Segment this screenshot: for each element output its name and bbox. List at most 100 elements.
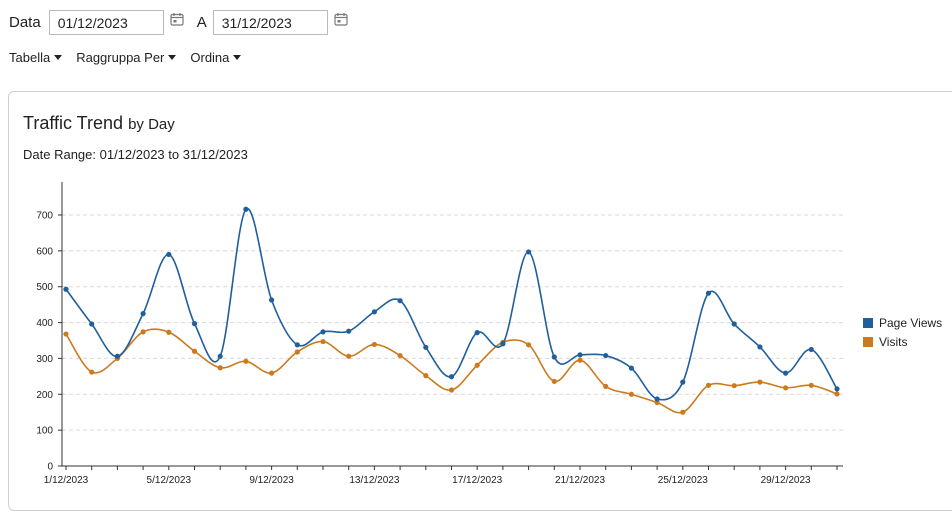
data-point-page-views — [114, 353, 120, 359]
data-point-page-views — [217, 353, 223, 359]
data-point-visits — [757, 379, 763, 385]
data-point-page-views — [397, 298, 403, 304]
series-line-visits — [65, 328, 838, 414]
date-filter-row: Data A — [9, 9, 348, 36]
toolbar-menus: Tabella Raggruppa Per Ordina — [9, 50, 255, 65]
y-tick-label: 700 — [36, 211, 53, 222]
data-point-page-views — [808, 346, 814, 353]
date-label: Data — [9, 14, 41, 31]
caret-down-icon — [168, 55, 177, 60]
data-point-visits — [551, 378, 557, 384]
chart-title-suffix: by Day — [128, 116, 175, 133]
data-point-page-views — [577, 352, 583, 358]
data-point-page-views — [423, 344, 429, 350]
data-point-visits — [834, 391, 840, 397]
data-point-visits — [191, 348, 198, 354]
data-point-visits — [603, 383, 609, 389]
legend-label-page-views: Page Views — [879, 316, 942, 330]
y-tick-label: 500 — [36, 282, 53, 293]
legend-swatch-visits — [863, 337, 873, 347]
y-tick-label: 300 — [36, 354, 53, 365]
data-point-visits — [423, 373, 429, 379]
data-point-visits — [680, 409, 686, 415]
x-tick-label: 25/12/2023 — [658, 475, 708, 486]
y-tick-label: 400 — [36, 318, 53, 329]
data-point-page-views — [680, 379, 686, 385]
data-point-page-views — [166, 251, 172, 258]
data-point-visits — [577, 357, 583, 363]
x-tick-label: 17/12/2023 — [452, 475, 502, 486]
y-tick-label: 600 — [36, 246, 53, 257]
data-point-page-views — [140, 311, 146, 317]
caret-down-icon — [233, 55, 242, 60]
data-point-visits — [705, 382, 712, 388]
data-point-visits — [89, 369, 95, 375]
data-point-page-views — [500, 341, 506, 347]
data-point-page-views — [269, 297, 275, 303]
data-point-visits — [294, 349, 300, 355]
menu-ordina[interactable]: Ordina — [190, 50, 242, 65]
chart-title-text: Traffic Trend — [23, 113, 124, 133]
data-point-visits — [783, 385, 789, 391]
data-point-visits — [371, 341, 377, 348]
data-point-visits — [243, 358, 249, 364]
data-point-page-views — [89, 321, 95, 327]
data-point-page-views — [757, 344, 763, 350]
data-point-visits — [448, 387, 455, 393]
x-tick-label: 1/12/2023 — [44, 475, 89, 486]
data-point-page-views — [705, 290, 712, 296]
data-point-visits — [217, 365, 223, 371]
data-point-page-views — [731, 321, 737, 327]
data-point-page-views — [834, 386, 840, 392]
data-point-visits — [140, 329, 146, 335]
data-point-page-views — [448, 374, 455, 380]
chart-panel — [8, 91, 952, 511]
legend-label-visits: Visits — [879, 335, 907, 349]
data-point-page-views — [63, 286, 69, 292]
menu-raggruppa-per[interactable]: Raggruppa Per — [76, 50, 177, 65]
traffic-trend-chart: 0 100 200 300 400 500 600 700 1/12/2023 5/12/2023… — [36, 182, 942, 486]
data-point-page-views — [294, 342, 300, 348]
x-tick-label: 21/12/2023 — [555, 475, 605, 486]
data-point-visits — [346, 353, 352, 359]
legend-swatch-page-views — [863, 318, 873, 328]
data-point-visits — [269, 370, 275, 376]
x-tick-label: 29/12/2023 — [761, 475, 811, 486]
data-point-page-views — [346, 328, 352, 334]
menu-label: Tabella — [9, 50, 51, 65]
data-point-visits — [808, 382, 814, 388]
data-point-page-views — [654, 396, 660, 402]
data-point-page-views — [191, 321, 198, 327]
y-tick-label: 100 — [36, 426, 53, 437]
x-tick-label: 9/12/2023 — [249, 475, 294, 486]
to-label: A — [196, 14, 207, 31]
y-tick-label: 0 — [47, 462, 53, 473]
data-point-page-views — [603, 352, 609, 359]
data-point-page-views — [371, 309, 377, 315]
data-point-visits — [526, 342, 532, 348]
chart-title: Traffic Trend by Day — [23, 113, 175, 134]
to-date-input[interactable] — [212, 10, 328, 35]
menu-label: Ordina — [190, 50, 230, 65]
from-date-input[interactable] — [48, 10, 164, 35]
date-range-text: Date Range: 01/12/2023 to 31/12/2023 — [23, 147, 248, 162]
calendar-icon[interactable] — [334, 12, 348, 26]
data-point-page-views — [551, 354, 557, 360]
data-point-visits — [63, 331, 69, 337]
data-point-page-views — [320, 329, 326, 335]
data-point-visits — [166, 329, 172, 335]
x-tick-label: 13/12/2023 — [349, 475, 399, 486]
x-tick-label: 5/12/2023 — [147, 475, 192, 486]
data-point-page-views — [243, 206, 249, 212]
caret-down-icon — [54, 55, 63, 60]
data-point-visits — [731, 383, 737, 389]
data-point-visits — [397, 352, 403, 359]
data-point-page-views — [783, 370, 789, 376]
data-point-visits — [628, 391, 635, 397]
data-point-page-views — [474, 330, 480, 336]
y-tick-label: 200 — [36, 390, 53, 401]
menu-label: Raggruppa Per — [76, 50, 165, 65]
calendar-icon[interactable] — [170, 12, 184, 26]
menu-tabella[interactable]: Tabella — [9, 50, 63, 65]
series-line-page-views — [65, 207, 838, 401]
